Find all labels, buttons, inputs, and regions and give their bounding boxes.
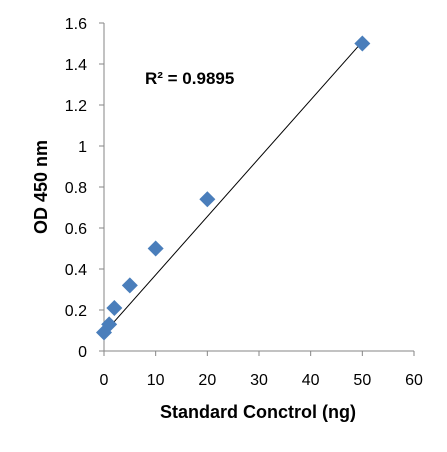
y-tick-label: 0.6	[65, 221, 87, 238]
x-tick-label: 40	[302, 372, 320, 389]
trendline-layer	[103, 41, 363, 334]
data-point-diamond	[101, 316, 118, 333]
y-tick-label: 1.2	[65, 98, 87, 115]
y-tick-label: 0	[78, 344, 87, 361]
y-tick-label: 0.8	[65, 180, 87, 197]
x-tick-label: 20	[198, 372, 216, 389]
y-tick-label: 1.4	[65, 57, 87, 74]
x-tick-label: 30	[250, 372, 268, 389]
x-axis-title: Standard Conctrol (ng)	[160, 402, 356, 422]
y-tick-label: 0.4	[65, 262, 87, 279]
y-tick-label: 1.6	[65, 16, 87, 33]
x-tick-label: 0	[100, 372, 109, 389]
data-point-diamond	[354, 35, 371, 52]
r-squared-annotation: R² = 0.9895	[145, 69, 234, 88]
x-tick-label: 50	[353, 372, 371, 389]
data-points	[96, 35, 371, 341]
y-axis-title: OD 450 nm	[31, 140, 51, 234]
x-tick-label: 60	[405, 372, 423, 389]
y-tick-label: 0.2	[65, 303, 87, 320]
data-point-diamond	[147, 240, 164, 257]
data-point-diamond	[121, 277, 138, 294]
data-point-diamond	[199, 191, 216, 208]
linear-trendline	[103, 41, 363, 334]
x-axis-ticks: 0 10 20 30 40 50 60	[100, 351, 423, 389]
data-point-diamond	[106, 299, 123, 316]
y-axis-ticks: 0 0.2 0.4 0.6 0.8 1 1.2 1.4 1.6	[65, 16, 104, 361]
y-tick-label: 1	[78, 139, 87, 156]
x-tick-label: 10	[147, 372, 165, 389]
